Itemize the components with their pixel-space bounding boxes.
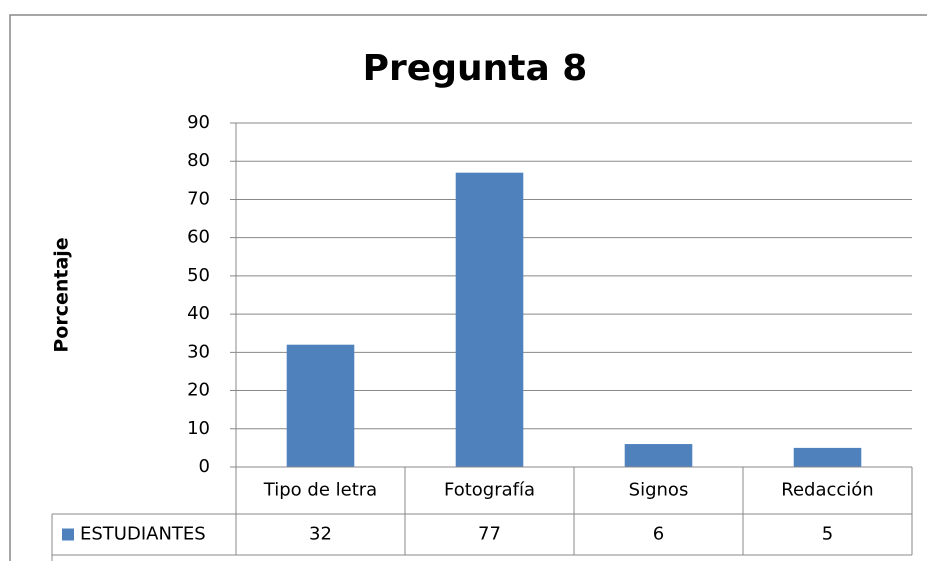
bar xyxy=(455,172,524,467)
bar xyxy=(624,444,693,467)
y-tick-label: 60 xyxy=(187,227,210,248)
legend-label: ESTUDIANTES xyxy=(80,524,206,545)
x-tick-label: Redacción xyxy=(781,480,873,501)
y-tick-label: 50 xyxy=(187,265,210,286)
y-tick-label: 80 xyxy=(187,150,210,171)
y-axis-label: Porcentaje xyxy=(51,237,73,352)
chart-title: Pregunta 8 xyxy=(363,48,588,89)
y-tick-label: 90 xyxy=(187,112,210,133)
y-tick-label: 10 xyxy=(187,418,210,439)
y-tick-label: 70 xyxy=(187,188,210,209)
table-value: 5 xyxy=(822,524,833,545)
y-tick-label: 0 xyxy=(199,456,210,477)
x-tick-label: Signos xyxy=(629,480,689,501)
table-value: 32 xyxy=(309,524,332,545)
x-tick-label: Tipo de letra xyxy=(263,480,377,501)
bar xyxy=(286,344,355,467)
table-value: 77 xyxy=(478,524,501,545)
table-value: 6 xyxy=(653,524,664,545)
y-tick-label: 40 xyxy=(187,303,210,324)
y-tick-label: 30 xyxy=(187,341,210,362)
legend-key xyxy=(62,528,74,541)
y-tick-label: 20 xyxy=(187,380,210,401)
chart-frame xyxy=(9,14,927,561)
bar xyxy=(793,447,862,467)
x-tick-label: Fotografía xyxy=(444,480,535,501)
